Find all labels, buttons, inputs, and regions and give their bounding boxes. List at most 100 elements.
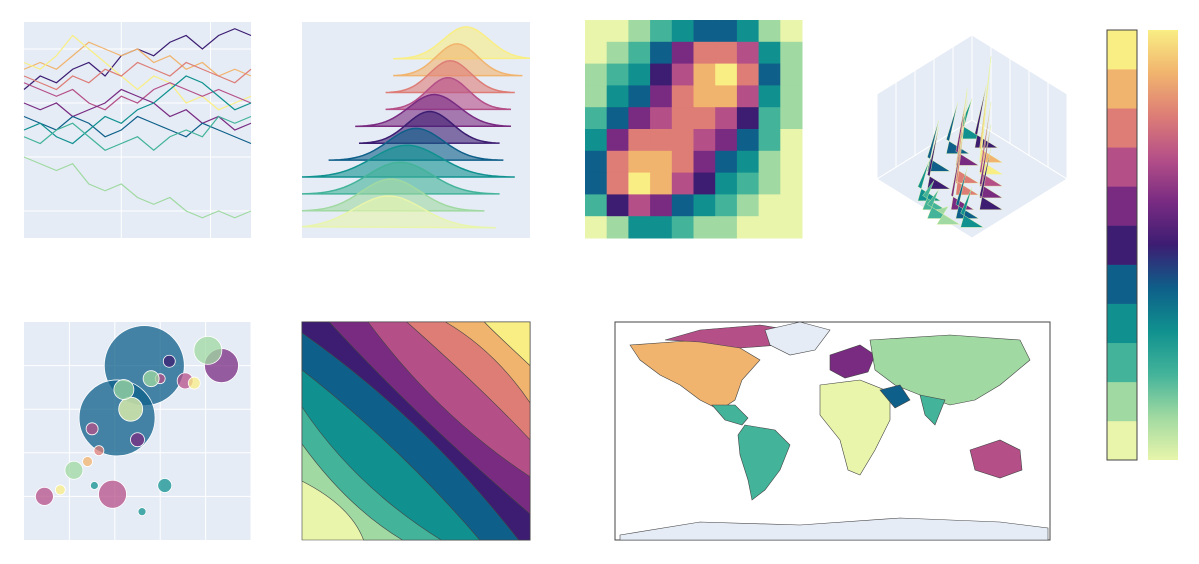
heat-cell [780, 85, 803, 108]
south-america [737, 424, 791, 501]
surface-peak [936, 205, 961, 225]
heat-cell [606, 150, 629, 174]
asia [869, 334, 1031, 406]
line [23, 156, 252, 219]
bubble [82, 456, 93, 467]
heat-cell [628, 194, 651, 217]
line [23, 115, 252, 152]
heat-cell [650, 41, 673, 65]
heat-cell [715, 172, 738, 195]
line [23, 61, 252, 91]
heat-cell [628, 107, 651, 130]
colorbar-step [1107, 225, 1137, 265]
surface-peak [960, 187, 985, 228]
heat-cell [693, 20, 716, 43]
heat-cell [693, 63, 716, 86]
heat-cell [671, 129, 694, 152]
heat-cell [715, 216, 738, 239]
heat-cell [693, 129, 716, 152]
heat-cell [758, 85, 781, 108]
bubble [137, 507, 147, 517]
heat-cell [606, 172, 629, 195]
bubble [98, 479, 127, 509]
bubble [93, 445, 105, 457]
heat-cell [628, 85, 651, 108]
heat-cell [780, 20, 803, 43]
line [23, 88, 252, 131]
heat-cell [758, 194, 781, 217]
heat-cell [628, 172, 651, 195]
heat-cell [715, 41, 738, 65]
contour-band [483, 321, 531, 367]
heat-cell [780, 194, 803, 217]
heat-cell [650, 63, 673, 86]
heat-cell [585, 129, 608, 152]
heat-cell [628, 216, 651, 239]
ridge [358, 110, 500, 144]
bubble [142, 370, 160, 388]
heat-cell [758, 172, 781, 195]
heat-cell [585, 41, 608, 65]
heat-cell [671, 63, 694, 86]
heat-cell [671, 107, 694, 130]
heat-cell [693, 85, 716, 108]
ridge [328, 127, 504, 161]
antarctica [619, 517, 1049, 541]
heat-cell [693, 172, 716, 195]
heat-cell [606, 41, 629, 65]
ridge [355, 93, 512, 128]
heat-cell [650, 129, 673, 152]
bubble [54, 484, 66, 496]
heat-cell [758, 150, 781, 174]
surface-peak [922, 180, 947, 210]
bubble [118, 396, 144, 422]
heat-cell [693, 107, 716, 130]
heat-cell [736, 63, 760, 86]
heat-cell [693, 41, 716, 65]
ridge [393, 26, 531, 60]
colorbar-step [1107, 69, 1137, 109]
colorbar-step [1107, 381, 1137, 422]
heat-cell [758, 107, 781, 130]
line [23, 34, 252, 111]
heat-cell [585, 150, 608, 174]
bubble [64, 460, 84, 480]
heat-cell [693, 194, 716, 217]
ridge [393, 43, 523, 77]
surface-peak [974, 85, 999, 148]
heat-cell [715, 20, 738, 43]
heat-cell [780, 150, 803, 174]
heat-cell [758, 216, 781, 239]
heat-cell [715, 107, 738, 130]
heat-cell [715, 85, 738, 108]
bubble [130, 432, 145, 448]
heat-cell [585, 172, 608, 195]
colorbar-step [1107, 30, 1137, 70]
colorbar-step [1107, 303, 1137, 344]
greenland [764, 321, 831, 356]
heat-cell [606, 107, 629, 130]
heat-cell [671, 216, 694, 239]
heat-cell [671, 85, 694, 108]
heat-cell [650, 20, 673, 43]
heat-cell [606, 85, 629, 108]
colorbar-step [1107, 108, 1137, 148]
heat-cell [606, 63, 629, 86]
colorbar-step [1107, 264, 1137, 304]
heat-cell [671, 41, 694, 65]
heat-cell [758, 41, 781, 65]
africa [819, 379, 891, 476]
heat-cell [606, 20, 629, 43]
heat-cell [780, 172, 803, 195]
bubble [162, 354, 176, 368]
heat-cell [736, 129, 760, 152]
heat-cell [780, 107, 803, 130]
heat-cell [628, 20, 651, 43]
heat-cell [671, 150, 694, 174]
colorbar-frame [1106, 29, 1138, 461]
surface-peak [917, 160, 942, 202]
australia [969, 439, 1023, 479]
line [23, 115, 252, 145]
heat-cell [650, 194, 673, 217]
